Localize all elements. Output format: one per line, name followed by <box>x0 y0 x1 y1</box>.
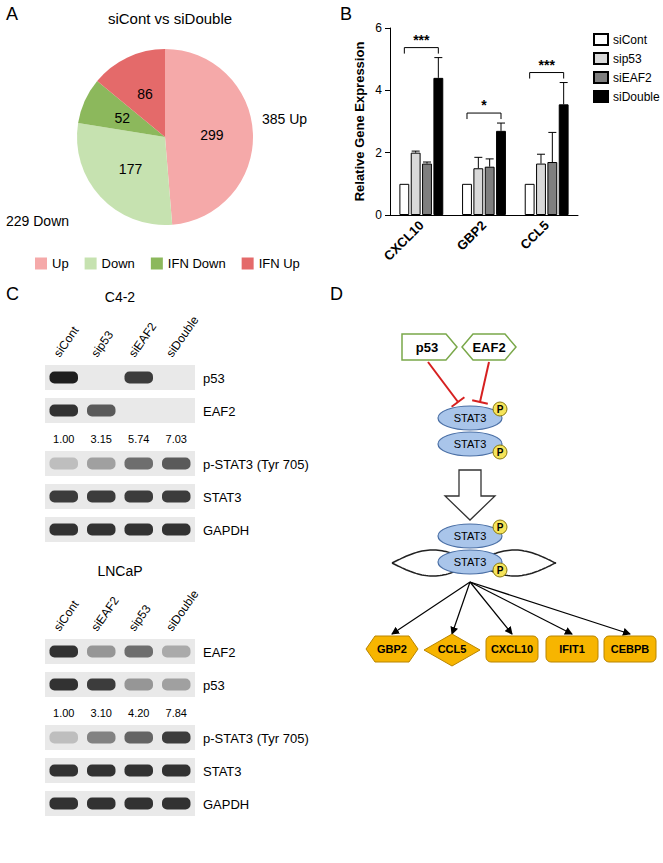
svg-text:7.03: 7.03 <box>166 433 187 445</box>
svg-text:1.00: 1.00 <box>53 433 74 445</box>
svg-text:CEBPB: CEBPB <box>611 643 650 655</box>
svg-text:Relative Gene Expression: Relative Gene Expression <box>352 42 367 202</box>
svg-text:C4-2: C4-2 <box>105 289 136 305</box>
svg-text:P: P <box>497 522 504 533</box>
svg-text:IFIT1: IFIT1 <box>559 643 585 655</box>
svg-text:siEAF2: siEAF2 <box>613 71 652 85</box>
svg-text:86: 86 <box>137 86 153 102</box>
svg-text:P: P <box>497 565 504 576</box>
svg-text:siEAF2: siEAF2 <box>88 594 122 634</box>
svg-text:siCont: siCont <box>613 33 648 47</box>
svg-text:LNCaP: LNCaP <box>97 563 142 579</box>
svg-text:sip53: sip53 <box>613 52 642 66</box>
svg-text:CCL5: CCL5 <box>517 218 552 253</box>
svg-text:0: 0 <box>375 208 382 222</box>
svg-text:p53: p53 <box>203 371 225 386</box>
svg-text:299: 299 <box>200 127 224 143</box>
svg-text:STAT3: STAT3 <box>454 438 487 450</box>
svg-text:***: *** <box>538 57 555 73</box>
svg-text:GBP2: GBP2 <box>454 218 490 254</box>
svg-text:STAT3: STAT3 <box>203 490 242 505</box>
svg-text:5.74: 5.74 <box>128 433 149 445</box>
svg-text:B: B <box>340 4 352 24</box>
svg-text:Up: Up <box>52 256 69 271</box>
svg-text:siCont: siCont <box>51 597 82 633</box>
svg-text:P: P <box>497 404 504 415</box>
svg-text:GAPDH: GAPDH <box>203 797 249 812</box>
svg-text:STAT3: STAT3 <box>454 530 487 542</box>
svg-text:p-STAT3 (Tyr 705): p-STAT3 (Tyr 705) <box>203 731 309 746</box>
svg-text:7.84: 7.84 <box>166 707 187 719</box>
svg-text:STAT3: STAT3 <box>454 556 487 568</box>
svg-text:C: C <box>6 284 19 304</box>
svg-text:***: *** <box>413 32 430 48</box>
svg-text:STAT3: STAT3 <box>454 412 487 424</box>
svg-text:sip53: sip53 <box>126 602 154 634</box>
svg-text:4: 4 <box>375 83 382 97</box>
svg-text:p-STAT3 (Tyr 705): p-STAT3 (Tyr 705) <box>203 457 309 472</box>
svg-text:p53: p53 <box>416 340 438 355</box>
svg-text:siCont: siCont <box>51 323 82 359</box>
svg-text:EAF2: EAF2 <box>472 340 505 355</box>
svg-text:EAF2: EAF2 <box>203 645 236 660</box>
svg-text:D: D <box>330 284 343 304</box>
svg-text:6: 6 <box>375 21 382 35</box>
svg-text:siEAF2: siEAF2 <box>126 320 160 360</box>
svg-text:siCont vs siDouble: siCont vs siDouble <box>108 10 232 27</box>
svg-text:IFN Down: IFN Down <box>168 256 226 271</box>
svg-text:CXCL10: CXCL10 <box>491 643 533 655</box>
svg-text:177: 177 <box>119 161 143 177</box>
svg-text:siDouble: siDouble <box>163 313 201 360</box>
svg-text:p53: p53 <box>203 678 225 693</box>
svg-text:1.00: 1.00 <box>53 707 74 719</box>
svg-text:4.20: 4.20 <box>128 707 149 719</box>
svg-text:A: A <box>6 4 18 24</box>
svg-text:sip53: sip53 <box>88 328 116 360</box>
svg-text:Down: Down <box>102 256 135 271</box>
svg-text:GBP2: GBP2 <box>377 643 407 655</box>
svg-text:*: * <box>481 97 487 113</box>
svg-text:STAT3: STAT3 <box>203 764 242 779</box>
svg-text:GAPDH: GAPDH <box>203 523 249 538</box>
svg-text:229 Down: 229 Down <box>6 213 69 229</box>
svg-text:52: 52 <box>114 110 130 126</box>
svg-text:CCL5: CCL5 <box>438 643 467 655</box>
svg-text:IFN Up: IFN Up <box>259 256 300 271</box>
svg-text:siDouble: siDouble <box>613 90 660 104</box>
svg-text:3.10: 3.10 <box>91 707 112 719</box>
svg-text:385 Up: 385 Up <box>262 111 307 127</box>
svg-text:CXCL10: CXCL10 <box>381 218 427 264</box>
svg-text:P: P <box>497 447 504 458</box>
svg-text:3.15: 3.15 <box>91 433 112 445</box>
svg-text:EAF2: EAF2 <box>203 404 236 419</box>
svg-text:2: 2 <box>375 146 382 160</box>
svg-text:siDouble: siDouble <box>163 587 201 634</box>
